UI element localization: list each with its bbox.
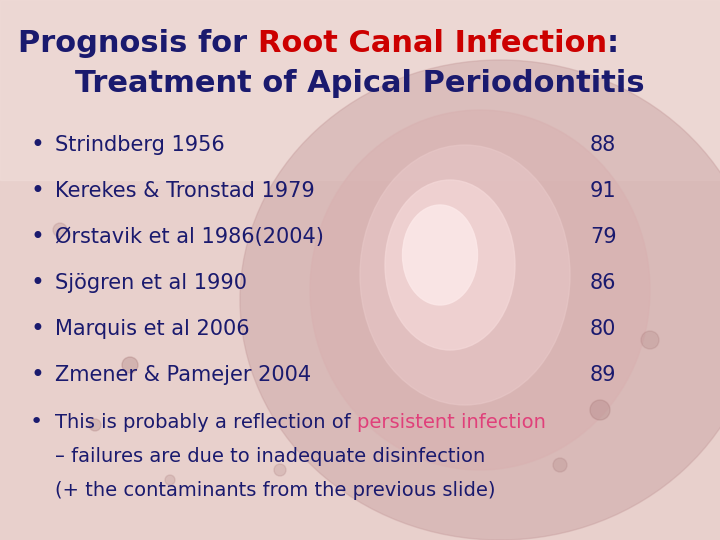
Text: •: •: [30, 225, 44, 249]
Text: Prognosis for: Prognosis for: [18, 29, 258, 57]
Circle shape: [53, 223, 67, 237]
Circle shape: [590, 400, 610, 420]
Text: 89: 89: [590, 365, 616, 385]
Bar: [0, 0, 720, 180]
Text: 88: 88: [590, 135, 616, 155]
Text: 80: 80: [590, 319, 616, 339]
Ellipse shape: [385, 180, 515, 350]
Text: :: :: [607, 29, 619, 57]
Circle shape: [553, 458, 567, 472]
Circle shape: [89, 419, 101, 431]
Text: •: •: [30, 133, 44, 157]
Ellipse shape: [402, 205, 477, 305]
Text: Strindberg 1956: Strindberg 1956: [55, 135, 225, 155]
Text: •: •: [30, 317, 44, 341]
Circle shape: [122, 357, 138, 373]
Text: Marquis et al 2006: Marquis et al 2006: [55, 319, 250, 339]
Text: persistent infection: persistent infection: [357, 413, 546, 431]
Text: – failures are due to inadequate disinfection: – failures are due to inadequate disinfe…: [55, 448, 485, 467]
Text: Treatment of Apical Periodontitis: Treatment of Apical Periodontitis: [75, 70, 645, 98]
Text: 79: 79: [590, 227, 616, 247]
Text: 86: 86: [590, 273, 616, 293]
Circle shape: [165, 475, 175, 485]
Ellipse shape: [310, 110, 650, 470]
Ellipse shape: [360, 145, 570, 405]
Circle shape: [641, 331, 659, 349]
Text: •: •: [30, 271, 44, 295]
Text: Ørstavik et al 1986(2004): Ørstavik et al 1986(2004): [55, 227, 324, 247]
Text: (+ the contaminants from the previous slide): (+ the contaminants from the previous sl…: [55, 481, 495, 500]
Text: Sjögren et al 1990: Sjögren et al 1990: [55, 273, 247, 293]
Text: •: •: [30, 363, 44, 387]
Circle shape: [274, 464, 286, 476]
Text: Kerekes & Tronstad 1979: Kerekes & Tronstad 1979: [55, 181, 315, 201]
Text: 91: 91: [590, 181, 616, 201]
Text: This is probably a reflection of: This is probably a reflection of: [55, 413, 357, 431]
Text: •: •: [30, 179, 44, 203]
Text: Zmener & Pamejer 2004: Zmener & Pamejer 2004: [55, 365, 311, 385]
Text: •: •: [30, 412, 43, 432]
Ellipse shape: [240, 60, 720, 540]
Text: Root Canal Infection: Root Canal Infection: [258, 29, 607, 57]
